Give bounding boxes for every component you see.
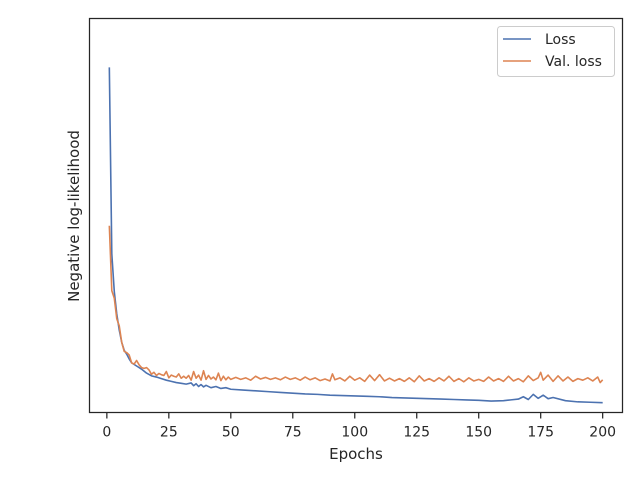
plot-lines [108,67,604,404]
x-axis-ticks: 0 25 50 75 100 125 150 175 200 [102,412,616,441]
legend-label-loss: Loss [545,32,576,48]
x-tick-label: 0 [102,425,111,441]
x-tick-label: 125 [403,425,430,441]
series-line-val-loss [108,225,604,384]
legend-label-val-loss: Val. loss [545,54,602,70]
x-tick-label: 150 [465,425,492,441]
axes-frame [88,17,624,414]
legend: Loss Val. loss [497,26,615,77]
x-tick-label: 200 [589,425,616,441]
y-axis-label: Negative log-likelihood [65,130,83,302]
series-line-loss [108,67,603,404]
x-tick-label: 75 [284,425,302,441]
x-tick-label: 100 [341,425,368,441]
x-tick-label: 175 [527,425,554,441]
x-tick-label: 25 [160,425,178,441]
x-tick-label: 50 [222,425,240,441]
x-axis-label: Epochs [329,445,383,463]
